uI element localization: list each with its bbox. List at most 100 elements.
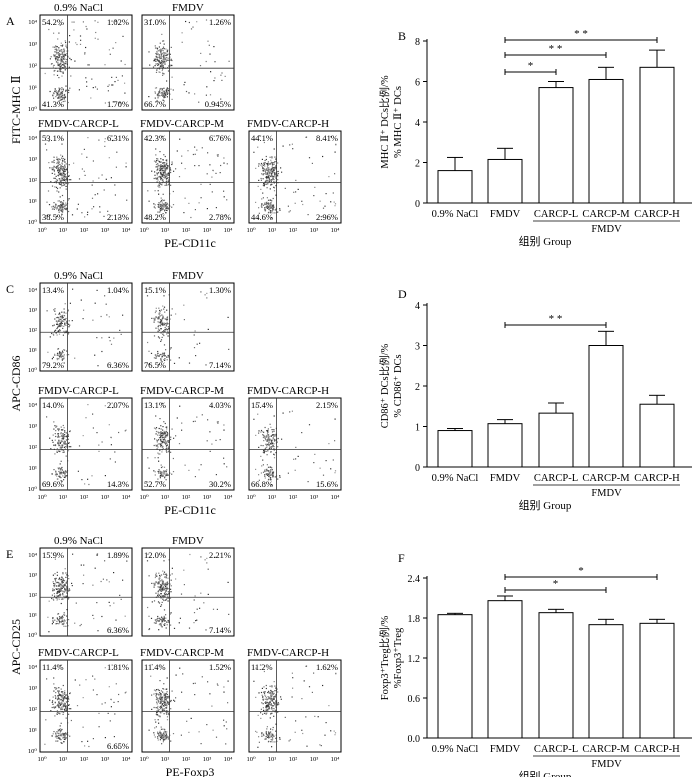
flow-event-dot bbox=[164, 169, 166, 172]
flow-event-dot bbox=[270, 442, 272, 444]
bar bbox=[639, 403, 675, 468]
flow-event-dot bbox=[156, 697, 158, 699]
flow-event-dot bbox=[165, 52, 167, 54]
flow-event-dot bbox=[163, 295, 165, 297]
flow-event-dot bbox=[170, 347, 172, 349]
flow-event-dot bbox=[63, 362, 65, 364]
flow-event-dot bbox=[58, 443, 60, 445]
flow-event-dot bbox=[207, 681, 209, 683]
flow-event-dot bbox=[161, 579, 163, 581]
flow-event-dot bbox=[64, 585, 66, 587]
flow-event-dot bbox=[165, 329, 167, 331]
flow-event-dot bbox=[114, 184, 116, 186]
flow-event-dot bbox=[63, 440, 65, 442]
flow-event-dot bbox=[68, 588, 70, 590]
flow-event-dot bbox=[60, 59, 62, 62]
flow-event-dot bbox=[293, 458, 295, 460]
flow-event-dot bbox=[64, 158, 66, 160]
flow-event-dot bbox=[264, 202, 266, 204]
flow-event-dot bbox=[209, 183, 211, 185]
flow-event-dot bbox=[161, 446, 163, 448]
flow-event-dot bbox=[64, 696, 66, 698]
flow-event-dot bbox=[163, 173, 165, 175]
flow-event-dot bbox=[63, 614, 65, 616]
flow-event-dot bbox=[266, 439, 268, 441]
flow-event-dot bbox=[265, 158, 267, 161]
flow-event-dot bbox=[161, 314, 163, 316]
flow-event-dot bbox=[264, 208, 266, 210]
flow-event-dot bbox=[163, 87, 165, 89]
flow-event-dot bbox=[167, 432, 169, 434]
flow-event-dot bbox=[153, 734, 155, 736]
flow-event-dot bbox=[258, 474, 260, 476]
flow-event-dot bbox=[65, 694, 67, 696]
flow-event-dot bbox=[161, 89, 163, 91]
flow-event-dot bbox=[64, 183, 66, 185]
flow-event-dot bbox=[65, 204, 67, 206]
flow-event-dot bbox=[56, 595, 58, 597]
flow-event-dot bbox=[307, 481, 309, 483]
flow-event-dot bbox=[75, 42, 77, 44]
flow-event-dot bbox=[62, 732, 64, 734]
flow-event-dot bbox=[53, 593, 55, 595]
flow-event-dot bbox=[314, 453, 316, 455]
group-label: FMDV bbox=[591, 488, 622, 499]
flow-event-dot bbox=[57, 94, 59, 96]
flow-event-dot bbox=[265, 713, 267, 715]
flow-event-dot bbox=[215, 207, 217, 209]
flow-event-dot bbox=[266, 205, 268, 207]
flow-event-dot bbox=[272, 737, 274, 739]
flow-event-dot bbox=[56, 46, 58, 48]
flow-event-dot bbox=[57, 613, 59, 615]
flow-event-dot bbox=[60, 210, 62, 212]
flow-event-dot bbox=[208, 44, 210, 46]
flow-event-dot bbox=[163, 624, 165, 626]
flow-event-dot bbox=[258, 212, 260, 214]
flow-event-dot bbox=[160, 179, 162, 181]
flow-event-dot bbox=[97, 38, 99, 40]
flow-event-dot bbox=[110, 343, 113, 345]
flow-event-dot bbox=[159, 737, 162, 739]
flow-event-dot bbox=[265, 470, 267, 472]
flow-event-dot bbox=[60, 324, 62, 326]
flow-event-dot bbox=[61, 163, 63, 165]
flow-event-dot bbox=[59, 53, 61, 55]
flow-event-dot bbox=[267, 470, 269, 472]
flow-event-dot bbox=[164, 584, 166, 586]
flow-event-dot bbox=[157, 737, 159, 739]
flow-event-dot bbox=[158, 317, 160, 319]
flow-event-dot bbox=[111, 402, 113, 404]
flow-event-dot bbox=[263, 141, 265, 144]
flow-event-dot bbox=[157, 439, 160, 441]
flow-event-dot bbox=[55, 740, 57, 742]
flow-event-dot bbox=[161, 179, 163, 181]
flow-event-dot bbox=[117, 484, 119, 486]
flow-event-dot bbox=[159, 470, 161, 472]
flow-event-dot bbox=[271, 443, 273, 445]
flow-event-dot bbox=[275, 208, 277, 210]
flow-event-dot bbox=[162, 620, 164, 622]
flow-event-dot bbox=[156, 440, 158, 442]
flow-event-dot bbox=[59, 725, 61, 727]
flow-event-dot bbox=[219, 172, 221, 174]
flow-event-dot bbox=[66, 592, 68, 594]
flow-event-dot bbox=[61, 194, 64, 197]
flow-event-dot bbox=[69, 589, 71, 591]
flow-event-dot bbox=[277, 704, 279, 706]
flow-event-dot bbox=[166, 59, 168, 61]
flow-event-dot bbox=[46, 416, 48, 418]
flow-event-dot bbox=[295, 458, 297, 460]
x-tick-label: 10⁴ bbox=[122, 227, 132, 234]
flow-event-dot bbox=[272, 176, 274, 178]
flow-event-dot bbox=[63, 733, 65, 735]
quadrant-upper-right-percent: 2.07% bbox=[107, 400, 129, 410]
flow-event-dot bbox=[166, 328, 168, 330]
flow-event-dot bbox=[225, 481, 227, 483]
flow-event-dot bbox=[54, 695, 56, 697]
flow-event-dot bbox=[59, 324, 61, 326]
flow-event-dot bbox=[64, 690, 66, 692]
flow-event-dot bbox=[265, 436, 267, 438]
flow-event-dot bbox=[148, 467, 150, 469]
flow-event-dot bbox=[60, 65, 62, 67]
flow-event-dot bbox=[273, 454, 276, 456]
